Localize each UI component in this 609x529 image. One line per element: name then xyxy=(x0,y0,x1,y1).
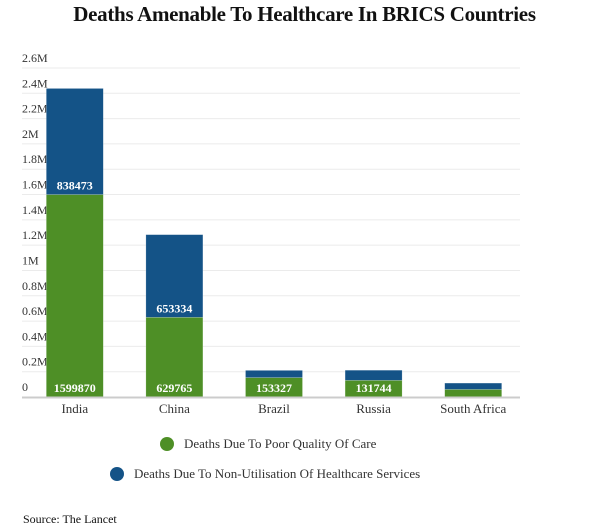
legend-marker-blue xyxy=(110,467,124,481)
y-tick-label: 2.4M xyxy=(22,76,48,90)
bar-segment xyxy=(444,389,502,398)
x-tick-label: South Africa xyxy=(440,401,506,416)
legend-item-poor-quality[interactable]: Deaths Due To Poor Quality Of Care xyxy=(160,436,376,452)
data-label: 629765 xyxy=(156,381,192,395)
y-tick-label: 0 xyxy=(22,380,28,394)
y-tick-label: 1M xyxy=(22,253,39,267)
y-tick-label: 0.4M xyxy=(22,329,48,343)
bar-segment xyxy=(344,369,403,381)
data-label: 838473 xyxy=(57,179,93,193)
bar-chart: 0 0.2M 0.4M 0.6M 0.8M 1M 1.2M 1.4M 1.6M 1.8M 2M 2.2… xyxy=(22,51,520,416)
legend-label: Deaths Due To Poor Quality Of Care xyxy=(184,436,377,451)
data-label: 653334 xyxy=(156,301,192,315)
bar-segment xyxy=(444,382,502,390)
x-tick-label: Brazil xyxy=(258,401,290,416)
data-label: 1599870 xyxy=(54,381,96,395)
y-tick-label: 0.2M xyxy=(22,355,48,369)
x-tick-label: India xyxy=(61,401,88,416)
y-tick-label: 1.4M xyxy=(22,203,48,217)
y-tick-label: 1.8M xyxy=(22,152,48,166)
y-tick-label: 0.8M xyxy=(22,279,48,293)
y-tick-label: 0.6M xyxy=(22,304,48,318)
bar-segment xyxy=(145,234,204,318)
x-tick-label: China xyxy=(159,401,190,416)
legend-marker-green xyxy=(160,437,174,451)
y-tick-label: 1.2M xyxy=(22,228,48,242)
y-tick-label: 2M xyxy=(22,127,39,141)
y-tick-label: 2.2M xyxy=(22,102,48,116)
bar-segment xyxy=(46,88,104,195)
x-tick-label: Russia xyxy=(356,401,391,416)
legend-label: Deaths Due To Non-Utilisation Of Healthc… xyxy=(134,466,421,481)
y-tick-label: 1.6M xyxy=(22,178,48,192)
source-note: Source: The Lancet xyxy=(23,512,117,526)
data-label: 153327 xyxy=(256,381,292,395)
chart-title: Deaths Amenable To Healthcare In BRICS C… xyxy=(73,2,536,26)
bar-segment xyxy=(46,194,104,398)
bar-segment xyxy=(245,370,303,378)
legend-item-non-utilisation[interactable]: Deaths Due To Non-Utilisation Of Healthc… xyxy=(110,466,420,482)
y-tick-label: 2.6M xyxy=(22,51,48,65)
data-label: 131744 xyxy=(356,381,392,395)
